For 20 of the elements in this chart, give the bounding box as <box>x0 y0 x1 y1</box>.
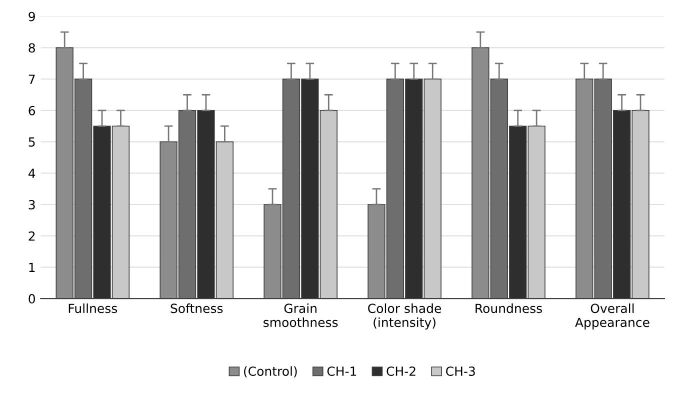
legend-label: CH-2 <box>386 366 416 376</box>
y-tick-label: 7 <box>28 74 35 84</box>
x-tick-label: Overall Appearance <box>575 303 650 330</box>
x-tick-label: Color shade (intensity) <box>368 303 442 330</box>
y-tick-label: 0 <box>28 294 35 304</box>
y-tick-label: 2 <box>28 231 35 241</box>
x-tick-label: Fullness <box>68 303 118 314</box>
y-tick-label: 6 <box>28 106 36 116</box>
y-tick-label: 9 <box>28 12 35 22</box>
y-tick-label: 5 <box>28 137 35 147</box>
legend-label: CH-1 <box>327 366 356 376</box>
x-tick-label: Roundness <box>476 303 542 314</box>
y-tick-label: 1 <box>29 262 35 272</box>
y-tick-label: 4 <box>28 168 36 178</box>
x-tick-label: Softness <box>170 303 223 314</box>
y-tick-label: 3 <box>28 200 35 210</box>
x-tick-label: Grain smoothness <box>264 303 338 328</box>
legend-label: (Control) <box>244 366 297 378</box>
y-tick-label: 8 <box>28 43 35 53</box>
legend-label: CH-3 <box>446 366 475 376</box>
